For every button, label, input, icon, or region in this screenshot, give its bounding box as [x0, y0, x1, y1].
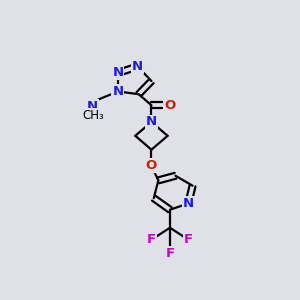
Text: CH₃: CH₃ — [83, 109, 105, 122]
Text: N: N — [146, 116, 157, 128]
Text: N: N — [132, 60, 143, 73]
Text: O: O — [146, 159, 157, 172]
Text: F: F — [165, 247, 175, 260]
Text: F: F — [184, 233, 193, 246]
Text: F: F — [147, 233, 156, 246]
Text: N: N — [112, 85, 124, 98]
Text: N: N — [183, 197, 194, 210]
Text: N: N — [112, 67, 124, 80]
Text: N: N — [87, 100, 98, 112]
Text: O: O — [164, 99, 175, 112]
